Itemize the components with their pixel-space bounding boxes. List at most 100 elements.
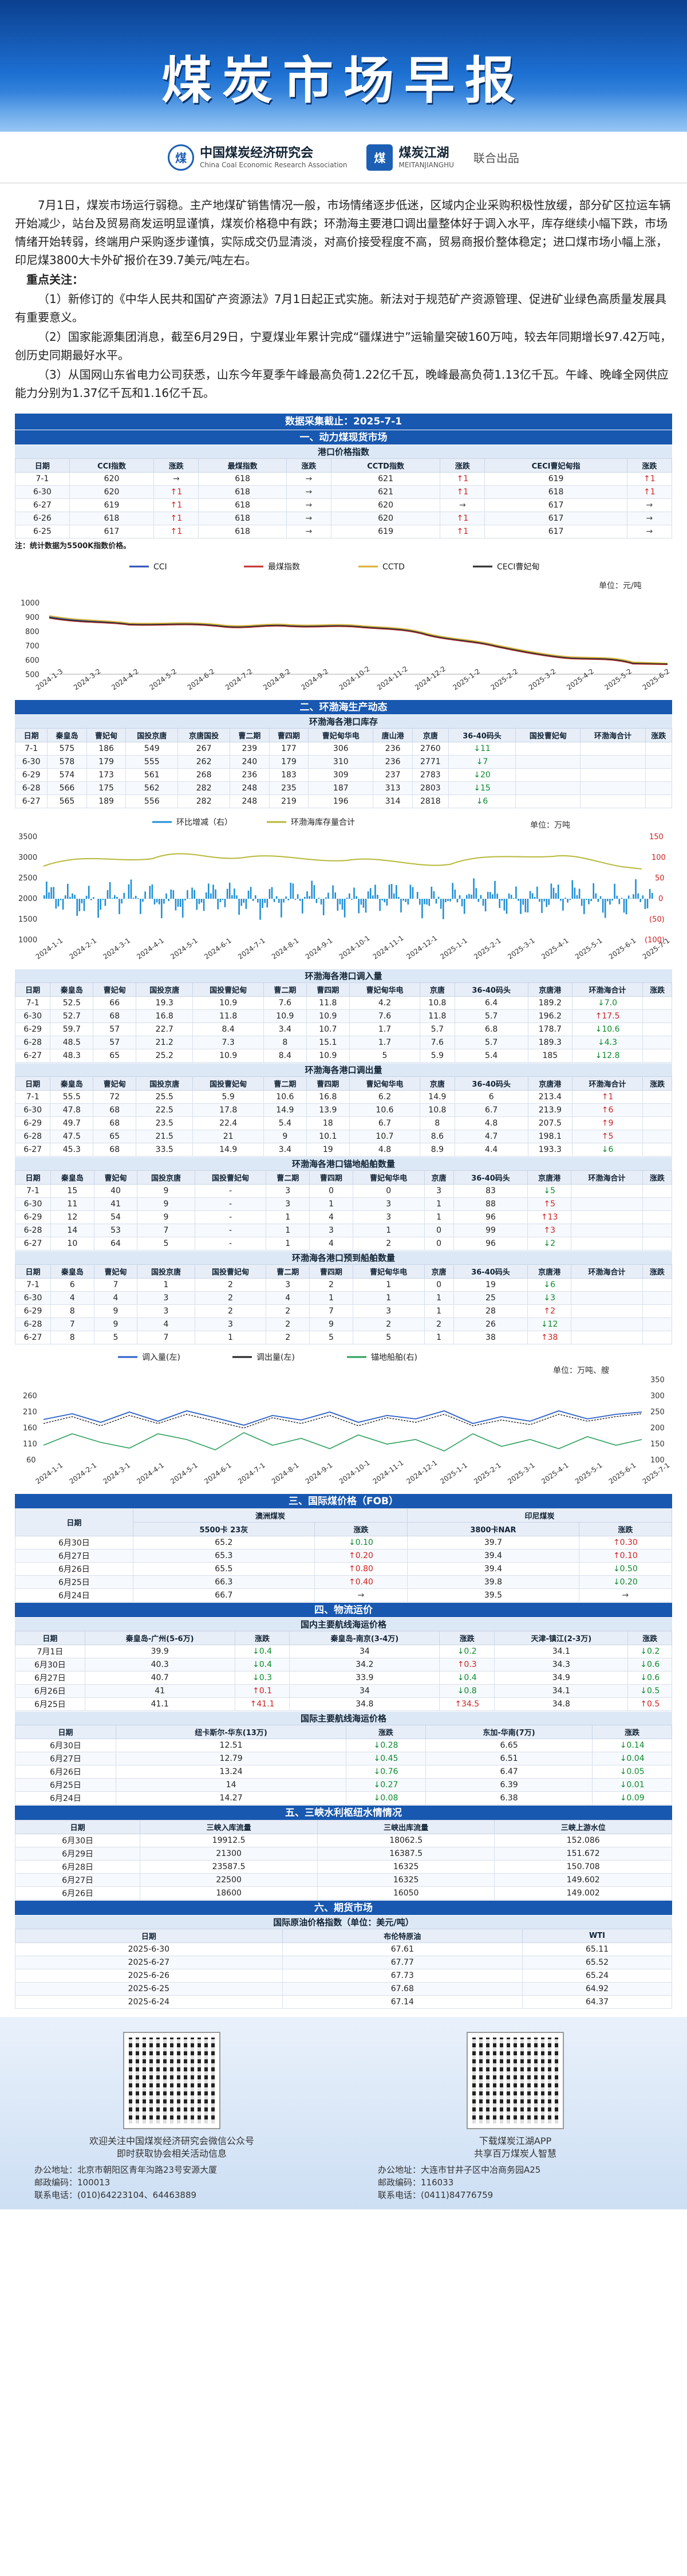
table-cell: 2 [194,1304,267,1318]
change-bar [644,899,646,909]
x-tick: 2024-4-1 [135,1461,165,1486]
table-cell: 6-28 [15,1318,51,1331]
table-cell: 65 [93,1130,137,1143]
table-cell [571,1210,643,1224]
table-cell [642,996,672,1010]
col-header: 秦皇岛-广州(5-6万) [84,1631,235,1645]
table-cell: ↑0.30 [578,1536,673,1549]
price-chart-svg: CCI 最煤指数 CCTD CECI曹妃甸 单位：元/吨 1000 900 800 7… [21,563,671,692]
table-cell: 1 [266,1210,310,1224]
stock-chart-svg: 环比增减（右） 环渤海库存量合计 单位：万吨 3500 3000 2500 200… [18,818,671,961]
table-row: 6月26日 13.24 ↓0.76 6.47 ↓0.05 [15,1765,672,1779]
table-cell [642,1103,672,1117]
col-header: 秦皇岛 [50,1076,94,1091]
change-bar [390,884,393,899]
table-cell: ↓0.8 [439,1684,495,1698]
change-bar [402,899,404,901]
table-cell: 10.7 [306,1022,350,1036]
change-bar [569,899,571,900]
change-bar [322,899,325,915]
table-cell [642,1090,672,1104]
change-bar [264,899,266,903]
table-cell [642,1197,673,1211]
cctd-logo-icon: 煤 [168,144,195,171]
table-cell: ↓10.6 [571,1022,643,1036]
section-2-title: 二、环渤海生产动态 [15,699,672,714]
change-bar [219,899,222,902]
x-tick: 2024-8-1 [270,1461,301,1486]
table-cell: ↓3 [527,1291,571,1305]
x-tick: 2024-4-2 [110,667,140,692]
table-row: 6-27 8 5 7 1 2 5 5 1 38 ↑38 [15,1331,673,1344]
table-cell: 2025-6-26 [15,1969,283,1983]
table-cell: 6月27日 [15,1752,116,1765]
change-bar [633,894,634,899]
table-cell: 6-29 [15,1210,51,1224]
change-bar [72,893,73,899]
outflow-subtitle: 环渤海各港口调出量 [15,1063,672,1076]
change-bar [332,885,334,899]
table-cell: 177 [269,742,309,756]
legend-label: 最煤指数 [268,563,300,572]
col-header: 曹二期 [266,1264,310,1279]
table-cell: 23.5 [136,1116,194,1130]
table-cell: 621 [330,472,441,486]
table-cell: 8.6 [420,1130,455,1143]
summary-block: 7月1日，煤炭市场运行弱稳。主产地煤矿销售情况一般，市场情绪逐步低迷，区域内企业… [0,183,687,409]
table-cell: ↑6 [571,1103,643,1117]
y-tick: 800 [25,628,40,636]
change-bar [57,899,60,907]
wechat-qr-code[interactable] [123,2032,220,2129]
table-cell: 1 [424,1304,454,1318]
table-cell: 52.5 [50,996,94,1010]
x-tick: 2024-7-2 [224,667,254,692]
change-bar [452,883,453,899]
table-cell: 14 [50,1224,94,1237]
table-cell: ↓0.4 [439,1671,495,1685]
col-header: 东加-华南(7万) [425,1725,593,1739]
table-cell: ↑1 [440,472,485,486]
x-tick: 2024-1-1 [34,1461,65,1486]
col-header: 日期 [15,1264,51,1279]
table-row: 6月25日 66.3 ↑0.40 39.8 ↓0.20 [15,1575,673,1589]
table-cell: 1 [309,1291,353,1305]
section-1-title: 一、动力煤现货市场 [15,430,672,445]
table-cell: 22.7 [136,1022,194,1036]
change-bar [621,898,623,899]
table-cell: 34.3 [494,1658,629,1672]
change-bar [210,893,212,899]
table-cell: ↓2 [527,1237,571,1250]
change-bar [416,892,418,899]
table-cell: 151.672 [494,1847,672,1861]
table-cell [642,1009,672,1023]
table-cell: 19912.5 [140,1834,318,1847]
change-bar [313,885,315,899]
table-cell: 6月26日 [15,1684,85,1698]
col-header: 36-40码头 [453,1264,528,1279]
table-cell: 5.7 [420,1022,455,1036]
change-bar [165,893,167,899]
table-cell: 38 [453,1331,528,1344]
change-bar [466,895,468,899]
col-header: 最煤指数 [198,458,287,473]
app-qr-code[interactable] [467,2032,564,2129]
change-bar [353,887,355,899]
table-cell [645,742,673,756]
expected-subtitle: 环渤海各港口预到船舶数量 [15,1250,672,1264]
table-cell: 99 [453,1224,528,1237]
y-tick: 160 [23,1424,37,1433]
x-tick: 2025-5-1 [574,937,604,961]
table-cell: 5 [137,1237,195,1250]
table-cell [642,1130,672,1143]
y-tick: 600 [25,656,40,665]
change-bar [163,899,165,904]
table-cell: 6-30 [14,755,48,769]
table-cell: ↑1 [571,1090,643,1104]
col-header: 涨跌 [642,1264,673,1279]
change-bar [595,893,597,899]
change-bar [548,899,550,905]
col-header: 京唐 [424,1170,454,1185]
y2-tick: 150 [650,1440,665,1449]
change-bar [236,895,238,899]
table-cell: 6月28日 [14,1860,141,1874]
